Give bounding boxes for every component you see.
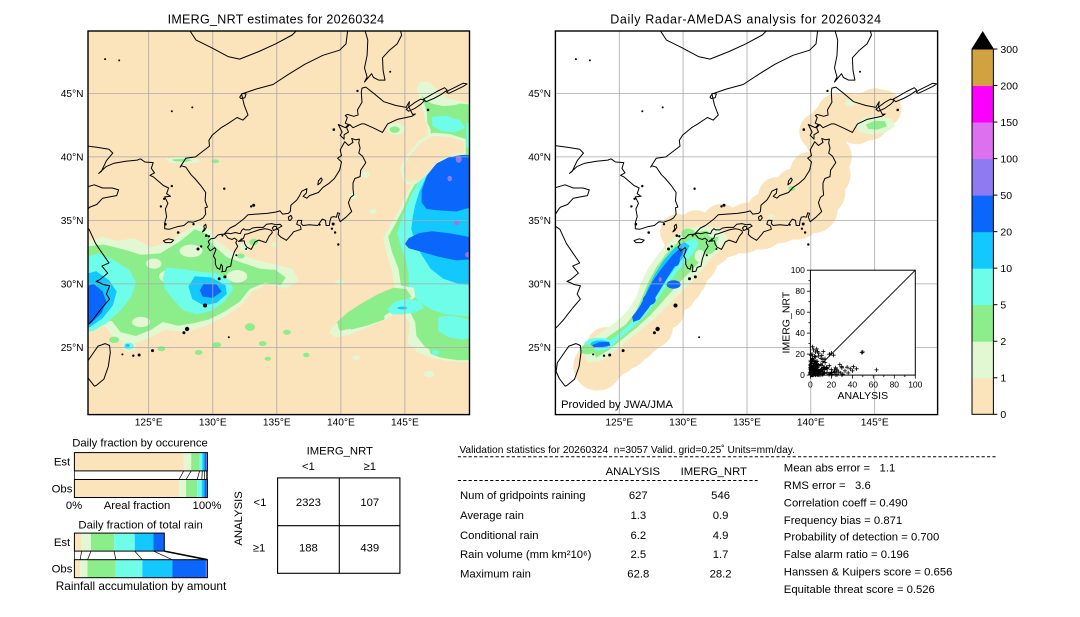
svg-text:627: 627 bbox=[629, 490, 648, 502]
svg-text:62.8: 62.8 bbox=[627, 569, 649, 581]
svg-text:130°E: 130°E bbox=[199, 418, 227, 429]
svg-text:60: 60 bbox=[869, 380, 879, 390]
svg-text:40: 40 bbox=[795, 328, 805, 338]
svg-text:1.7: 1.7 bbox=[713, 549, 729, 561]
svg-text:20: 20 bbox=[827, 380, 837, 390]
svg-text:20: 20 bbox=[1000, 226, 1012, 238]
svg-text:125°E: 125°E bbox=[605, 418, 633, 429]
svg-text:Daily fraction by occurence: Daily fraction by occurence bbox=[72, 438, 208, 450]
svg-text:0%: 0% bbox=[66, 500, 82, 512]
svg-text:125°E: 125°E bbox=[135, 418, 163, 429]
svg-text:ANALYSIS: ANALYSIS bbox=[606, 466, 661, 478]
svg-text:Correlation coeff = 0.490: Correlation coeff = 0.490 bbox=[784, 497, 908, 509]
svg-text:Conditional rain: Conditional rain bbox=[460, 530, 539, 542]
svg-text:Areal fraction: Areal fraction bbox=[104, 500, 171, 512]
svg-text:300: 300 bbox=[1000, 44, 1018, 56]
svg-text:80: 80 bbox=[795, 286, 805, 296]
svg-text:200: 200 bbox=[1000, 80, 1018, 92]
svg-text:ANALYSIS: ANALYSIS bbox=[838, 390, 889, 402]
svg-text:135°E: 135°E bbox=[263, 418, 291, 429]
svg-text:25°N: 25°N bbox=[528, 343, 551, 354]
svg-text:Provided by JWA/JMA: Provided by JWA/JMA bbox=[561, 399, 673, 411]
svg-text:439: 439 bbox=[360, 543, 379, 555]
svg-text:25°N: 25°N bbox=[61, 343, 84, 354]
svg-text:145°E: 145°E bbox=[391, 418, 419, 429]
svg-text:Validation statistics for 2026: Validation statistics for 20260324 n=305… bbox=[459, 444, 795, 456]
svg-text:IMERG_NRT: IMERG_NRT bbox=[681, 466, 747, 478]
svg-text:100: 100 bbox=[1000, 153, 1018, 165]
svg-text:188: 188 bbox=[299, 543, 318, 555]
svg-text:False alarm ratio = 0.196: False alarm ratio = 0.196 bbox=[784, 549, 909, 561]
svg-text:80: 80 bbox=[890, 380, 900, 390]
svg-text:Est: Est bbox=[54, 537, 71, 549]
svg-text:Daily Radar-AMeDAS analysis fo: Daily Radar-AMeDAS analysis for 20260324 bbox=[610, 13, 881, 27]
svg-text:Rainfall accumulation by amoun: Rainfall accumulation by amount bbox=[56, 579, 227, 593]
svg-text:Obs: Obs bbox=[52, 484, 73, 496]
svg-text:2323: 2323 bbox=[296, 497, 321, 509]
svg-text:20: 20 bbox=[795, 349, 805, 359]
svg-text:50: 50 bbox=[1000, 190, 1012, 202]
svg-text:150: 150 bbox=[1000, 117, 1018, 129]
svg-text:140°E: 140°E bbox=[797, 418, 825, 429]
svg-text:140°E: 140°E bbox=[327, 418, 355, 429]
svg-text:Daily fraction of total rain: Daily fraction of total rain bbox=[78, 519, 202, 531]
svg-text:0: 0 bbox=[1000, 409, 1006, 421]
svg-text:Est: Est bbox=[54, 457, 71, 469]
svg-text:IMERG_NRT estimates for 202603: IMERG_NRT estimates for 20260324 bbox=[168, 13, 385, 27]
svg-text:135°E: 135°E bbox=[733, 418, 761, 429]
svg-text:45°N: 45°N bbox=[61, 89, 84, 100]
svg-text:Mean abs error = 1.1: Mean abs error = 1.1 bbox=[784, 463, 895, 475]
svg-text:5: 5 bbox=[1000, 300, 1006, 312]
svg-text:0.9: 0.9 bbox=[713, 510, 729, 522]
svg-text:IMERG_NRT: IMERG_NRT bbox=[307, 446, 373, 458]
svg-text:35°N: 35°N bbox=[61, 216, 84, 227]
svg-text:60: 60 bbox=[795, 307, 805, 317]
svg-text:100: 100 bbox=[791, 265, 805, 275]
svg-text:28.2: 28.2 bbox=[710, 569, 732, 581]
svg-text:35°N: 35°N bbox=[528, 216, 551, 227]
svg-text:RMS error = 3.6: RMS error = 3.6 bbox=[784, 480, 871, 492]
svg-text:10: 10 bbox=[1000, 263, 1012, 275]
svg-text:6.2: 6.2 bbox=[630, 530, 646, 542]
svg-text:ANALYSIS: ANALYSIS bbox=[233, 491, 245, 546]
svg-text:Probability of detection = 0.7: Probability of detection = 0.700 bbox=[784, 532, 939, 544]
svg-text:45°N: 45°N bbox=[528, 89, 551, 100]
svg-text:107: 107 bbox=[360, 497, 379, 509]
svg-text:546: 546 bbox=[711, 490, 730, 502]
svg-text:40°N: 40°N bbox=[61, 153, 84, 164]
svg-text:1.3: 1.3 bbox=[630, 510, 646, 522]
svg-text:<1: <1 bbox=[254, 497, 267, 509]
svg-text:100: 100 bbox=[908, 380, 922, 390]
svg-text:0: 0 bbox=[800, 370, 805, 380]
svg-text:100%: 100% bbox=[193, 500, 222, 512]
svg-text:145°E: 145°E bbox=[861, 418, 889, 429]
svg-text:≥1: ≥1 bbox=[364, 461, 376, 473]
svg-text:30°N: 30°N bbox=[528, 280, 551, 291]
svg-text:30°N: 30°N bbox=[61, 280, 84, 291]
svg-text:Obs: Obs bbox=[52, 564, 73, 576]
svg-text:Maximum rain: Maximum rain bbox=[460, 569, 531, 581]
svg-text:Frequency bias = 0.871: Frequency bias = 0.871 bbox=[784, 515, 902, 527]
svg-text:4.9: 4.9 bbox=[713, 530, 729, 542]
svg-text:Num of gridpoints raining: Num of gridpoints raining bbox=[460, 490, 586, 502]
svg-text:<1: <1 bbox=[302, 461, 315, 473]
svg-text:0: 0 bbox=[808, 380, 813, 390]
svg-text:130°E: 130°E bbox=[669, 418, 697, 429]
svg-text:40°N: 40°N bbox=[528, 153, 551, 164]
svg-text:Equitable threat score = 0.526: Equitable threat score = 0.526 bbox=[784, 584, 935, 596]
svg-text:2: 2 bbox=[1000, 336, 1006, 348]
svg-text:IMERG_NRT: IMERG_NRT bbox=[780, 291, 792, 353]
svg-text:≥1: ≥1 bbox=[253, 543, 265, 555]
svg-text:2.5: 2.5 bbox=[630, 549, 646, 561]
svg-text:Hanssen & Kuipers score = 0.65: Hanssen & Kuipers score = 0.656 bbox=[784, 567, 953, 579]
svg-text:1: 1 bbox=[1000, 373, 1006, 385]
svg-text:Rain volume (mm km²10⁶): Rain volume (mm km²10⁶) bbox=[460, 549, 592, 561]
svg-text:Average rain: Average rain bbox=[460, 510, 524, 522]
svg-text:40: 40 bbox=[848, 380, 858, 390]
